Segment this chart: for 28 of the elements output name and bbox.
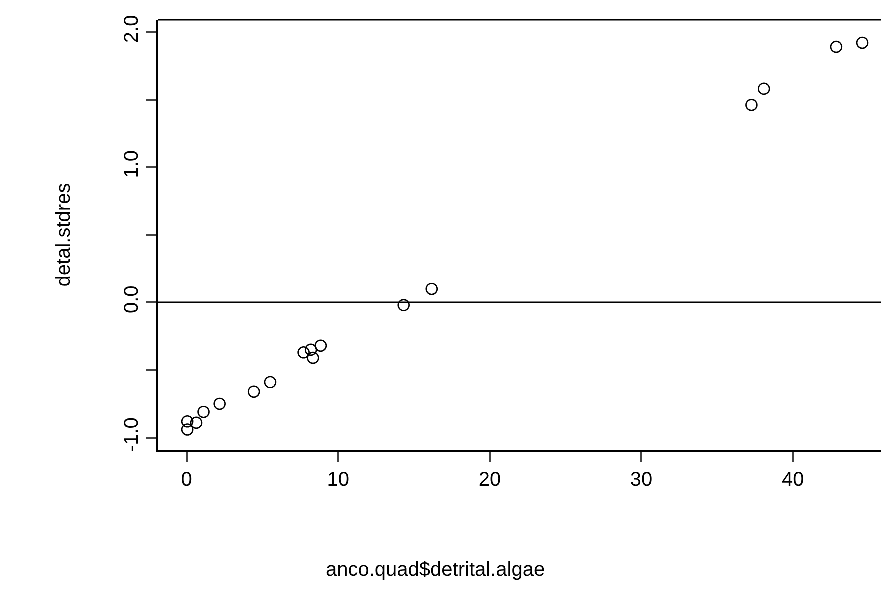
point — [181, 424, 194, 436]
point — [856, 36, 869, 50]
x-tick-label: 40 — [782, 468, 804, 491]
point — [830, 40, 843, 54]
point — [426, 282, 438, 296]
point — [198, 406, 210, 418]
y-tick-label: 0.0 — [121, 286, 144, 314]
point — [307, 352, 320, 364]
y-tick-label: -1.0 — [121, 418, 144, 452]
x-tick-label: 10 — [327, 468, 350, 491]
point — [264, 376, 277, 389]
x-tick-label: 0 — [181, 468, 192, 491]
x-axis-title: anco.quad$detrital.algae — [326, 559, 546, 581]
point — [304, 344, 318, 356]
point — [181, 415, 194, 428]
point — [248, 386, 260, 398]
point — [298, 346, 310, 359]
point — [190, 416, 203, 430]
point — [314, 340, 328, 352]
y-tick-label: 2.0 — [121, 15, 144, 44]
x-tick-label: 30 — [630, 468, 653, 491]
point — [758, 82, 770, 96]
point — [746, 99, 758, 112]
y-axis-title: detal.stdres — [53, 183, 76, 287]
y-tick-label: 1.0 — [121, 150, 144, 178]
x-tick-label: 20 — [478, 468, 502, 491]
point — [214, 398, 226, 410]
point — [398, 299, 410, 312]
